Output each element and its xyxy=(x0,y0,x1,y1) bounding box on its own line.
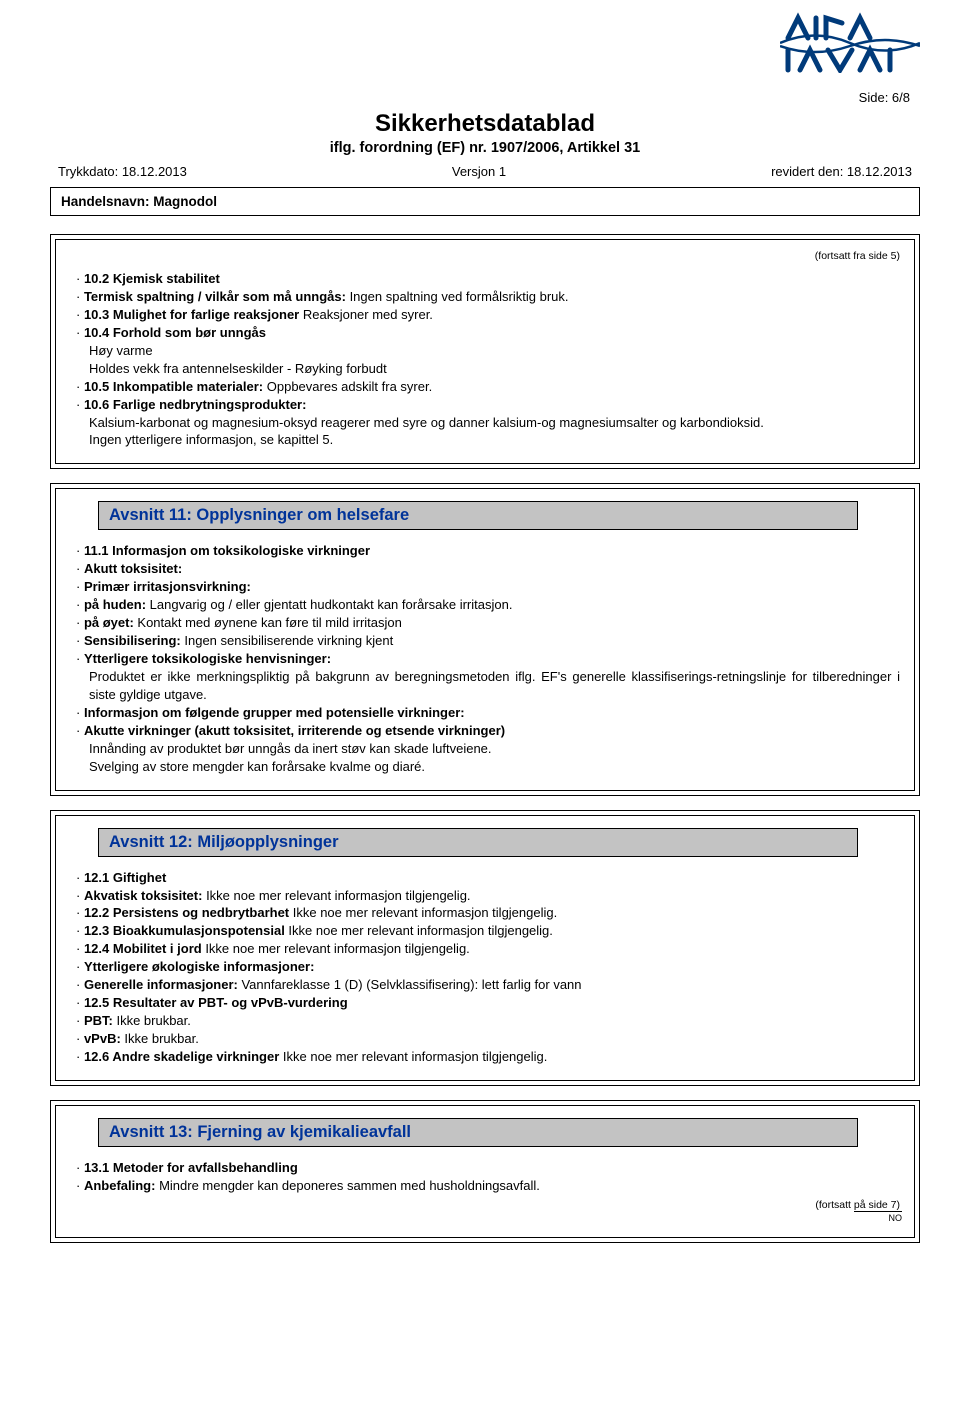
version: Versjon 1 xyxy=(452,164,506,179)
s11-sens: Sensibilisering: Ingen sensibiliserende … xyxy=(76,632,900,650)
s12-gen: Generelle informasjoner: Vannfareklasse … xyxy=(76,976,900,994)
s131: 13.1 Metoder for avfallsbehandling xyxy=(76,1159,900,1177)
s12-pbt: PBT: Ikke brukbar. xyxy=(76,1012,900,1030)
company-logo xyxy=(780,8,920,73)
print-date: Trykkdato: 18.12.2013 xyxy=(58,164,187,179)
s11-hud: på huden: Langvarig og / eller gjentatt … xyxy=(76,596,900,614)
s102: 10.2 Kjemisk stabilitet xyxy=(76,270,900,288)
s106: 10.6 Farlige nedbrytningsprodukter: xyxy=(76,396,900,414)
section-11-inner: Avsnitt 11: Opplysninger om helsefare 11… xyxy=(55,488,915,790)
s104-line1: Høy varme xyxy=(89,342,900,360)
section-10-outer: (fortsatt fra side 5) 10.2 Kjemisk stabi… xyxy=(50,234,920,469)
section-13-header: Avsnitt 13: Fjerning av kjemikalieavfall xyxy=(98,1118,858,1147)
language-tag: NO xyxy=(70,1213,902,1223)
product-name-box: Handelsnavn: Magnodol xyxy=(50,187,920,216)
section-13-inner: Avsnitt 13: Fjerning av kjemikalieavfall… xyxy=(55,1105,915,1238)
s125: 12.5 Resultater av PBT- og vPvB-vurderin… xyxy=(76,994,900,1012)
s11-akutte-l2: Svelging av store mengder kan forårsake … xyxy=(89,758,900,776)
continued-from: (fortsatt fra side 5) xyxy=(70,250,900,262)
s12-akv: Akvatisk toksisitet: Ikke noe mer releva… xyxy=(76,887,900,905)
s103: 10.3 Mulighet for farlige reaksjoner Rea… xyxy=(76,306,900,324)
s11-ytter-l1: Produktet er ikke merkningspliktig på ba… xyxy=(89,668,900,704)
revised-date: revidert den: 18.12.2013 xyxy=(771,164,912,179)
page-container: Side: 6/8 Sikkerhetsdatablad iflg. foror… xyxy=(0,0,960,1287)
s11-info: Informasjon om følgende grupper med pote… xyxy=(76,704,900,722)
s106-line2: Ingen ytterligere informasjon, se kapitt… xyxy=(89,431,900,449)
document-title: Sikkerhetsdatablad xyxy=(50,110,920,138)
section-12-header: Avsnitt 12: Miljøopplysninger xyxy=(98,828,858,857)
s111: 11.1 Informasjon om toksikologiske virkn… xyxy=(76,542,900,560)
page-number: Side: 6/8 xyxy=(50,90,910,105)
s122: 12.2 Persistens og nedbrytbarhet Ikke no… xyxy=(76,904,900,922)
s105: 10.5 Inkompatible materialer: Oppbevares… xyxy=(76,378,900,396)
s124: 12.4 Mobilitet i jord Ikke noe mer relev… xyxy=(76,940,900,958)
s126: 12.6 Andre skadelige virkninger Ikke noe… xyxy=(76,1048,900,1066)
section-11-header: Avsnitt 11: Opplysninger om helsefare xyxy=(98,501,858,530)
s11-akutt: Akutt toksisitet: xyxy=(76,560,900,578)
section-10-inner: (fortsatt fra side 5) 10.2 Kjemisk stabi… xyxy=(55,239,915,464)
s123: 12.3 Bioakkumulasjonspotensial Ikke noe … xyxy=(76,922,900,940)
s13-anb: Anbefaling: Mindre mengder kan deponeres… xyxy=(76,1177,900,1195)
s106-line1: Kalsium-karbonat og magnesium-oksyd reag… xyxy=(89,414,900,432)
section-11-outer: Avsnitt 11: Opplysninger om helsefare 11… xyxy=(50,483,920,795)
continued-to: (fortsatt på side 7) xyxy=(70,1199,900,1211)
s121: 12.1 Giftighet xyxy=(76,869,900,887)
section-12-outer: Avsnitt 12: Miljøopplysninger 12.1 Gifti… xyxy=(50,810,920,1086)
s12-ytter: Ytterligere økologiske informasjoner: xyxy=(76,958,900,976)
product-name: Handelsnavn: Magnodol xyxy=(61,194,217,209)
document-subtitle: iflg. forordning (EF) nr. 1907/2006, Art… xyxy=(50,140,920,156)
s11-akutte: Akutte virkninger (akutt toksisitet, irr… xyxy=(76,722,900,740)
document-meta: Trykkdato: 18.12.2013 Versjon 1 revidert… xyxy=(50,164,920,179)
lang-divider xyxy=(854,1211,902,1212)
s11-oye: på øyet: Kontakt med øynene kan føre til… xyxy=(76,614,900,632)
s12-vpvb: vPvB: Ikke brukbar. xyxy=(76,1030,900,1048)
s102a: Termisk spaltning / vilkår som må unngås… xyxy=(76,288,900,306)
section-13-outer: Avsnitt 13: Fjerning av kjemikalieavfall… xyxy=(50,1100,920,1243)
s11-akutte-l1: Innånding av produktet bør unngås da ine… xyxy=(89,740,900,758)
s11-ytter: Ytterligere toksikologiske henvisninger: xyxy=(76,650,900,668)
s11-primar: Primær irritasjonsvirkning: xyxy=(76,578,900,596)
s104-line2: Holdes vekk fra antennelseskilder - Røyk… xyxy=(89,360,900,378)
section-12-inner: Avsnitt 12: Miljøopplysninger 12.1 Gifti… xyxy=(55,815,915,1081)
s104: 10.4 Forhold som bør unngås xyxy=(76,324,900,342)
